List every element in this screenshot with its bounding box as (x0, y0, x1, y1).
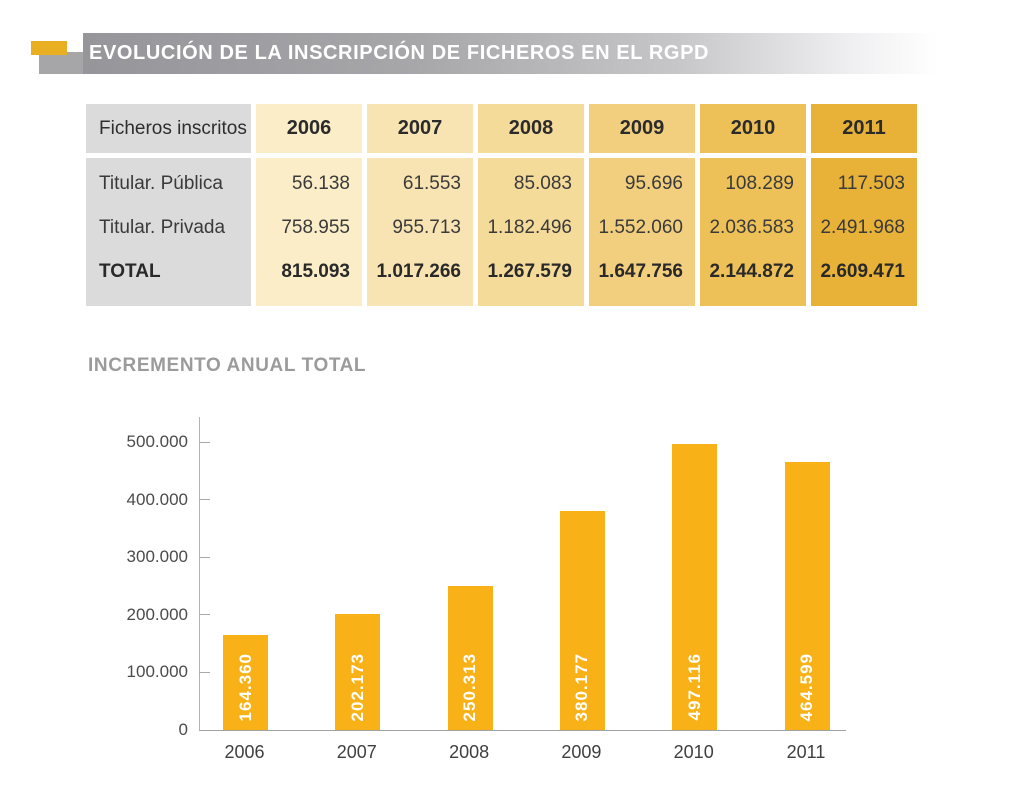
ficheros-table: Ficheros inscritos Titular. Pública Titula… (86, 104, 917, 306)
table-value: 61.553 (402, 173, 461, 194)
bar-value-label: 464.599 (797, 652, 816, 721)
x-axis-label-2008: 2008 (449, 742, 490, 762)
banner-bar: EVOLUCIÓN DE LA INSCRIPCIÓN DE FICHEROS … (83, 33, 955, 74)
bar-label-wrap: 380.177 (560, 653, 605, 721)
bar-2008: 250.313 (447, 586, 493, 730)
year-values-2011: 117.503 2.491.968 2.609.471 (811, 158, 917, 306)
table-value: 117.503 (837, 173, 905, 194)
bar-2007: 202.173 (335, 614, 381, 730)
y-tick-mark (199, 556, 210, 558)
table-value: 85.083 (513, 173, 572, 194)
row-label-2: Titular. Privada (99, 217, 226, 238)
x-axis-label-2006: 2006 (224, 742, 265, 762)
table-year-column-2006: 2006 56.138 758.955 815.093 (256, 104, 362, 306)
table-value: 56.138 (291, 173, 350, 194)
y-tick-label: 500.000 (126, 432, 188, 451)
table-year-column-2010: 2010 108.289 2.036.583 2.144.872 (700, 104, 806, 306)
table-value: 1.182.496 (487, 217, 572, 238)
bar-2009: 380.177 (559, 511, 605, 730)
bar-label-wrap: 164.360 (223, 653, 268, 721)
banner-step-shape (39, 52, 83, 74)
bar-label-wrap: 464.599 (785, 653, 830, 721)
y-tick-label: 400.000 (126, 489, 188, 509)
page-title: EVOLUCIÓN DE LA INSCRIPCIÓN DE FICHEROS … (89, 42, 710, 64)
table-row-labels: Titular. Pública Titular. Privada TOTAL (86, 158, 251, 306)
table-value: 2.491.968 (820, 217, 905, 238)
table-year-column-2009: 2009 95.696 1.552.060 1.647.756 (589, 104, 695, 306)
table-value: 1.267.579 (487, 261, 572, 282)
bar-value-label: 250.313 (460, 652, 480, 721)
bar-label-wrap: 250.313 (448, 653, 493, 721)
year-values-2006: 56.138 758.955 815.093 (256, 158, 362, 306)
year-values-2009: 95.696 1.552.060 1.647.756 (589, 158, 695, 306)
y-tick-label: 100.000 (126, 662, 188, 682)
table-year-column-2007: 2007 61.553 955.713 1.017.266 (367, 104, 473, 306)
bar-label-wrap: 497.116 (672, 653, 717, 721)
x-axis-label-2009: 2009 (561, 742, 602, 762)
chart-plot-area: 164.360 202.173 250.313 380.177 497.116 464.5… (199, 417, 846, 731)
table-value: 1.647.756 (598, 261, 683, 282)
y-tick-label: 300.000 (126, 547, 188, 567)
row-label-1: Titular. Pública (99, 173, 223, 194)
year-header-2009: 2009 (589, 104, 695, 153)
y-tick-mark (199, 614, 210, 616)
table-value: 2.144.872 (709, 261, 794, 282)
table-value: 108.289 (725, 173, 794, 194)
y-tick-label: 200.000 (126, 604, 188, 624)
bar-value-label: 380.177 (572, 652, 592, 721)
year-header-2007: 2007 (367, 104, 473, 153)
chart-section-title: INCREMENTO ANUAL TOTAL (88, 355, 367, 376)
x-axis-label-2010: 2010 (673, 742, 714, 762)
bar-label-wrap: 202.173 (335, 653, 380, 721)
table-value: 2.036.583 (709, 217, 794, 238)
year-values-2010: 108.289 2.036.583 2.144.872 (700, 158, 806, 306)
table-year-column-2011: 2011 117.503 2.491.968 2.609.471 (811, 104, 917, 306)
table-corner-header: Ficheros inscritos (86, 104, 251, 153)
table-value: 95.696 (624, 173, 683, 194)
bar-2006: 164.360 (223, 635, 268, 730)
year-header-2010: 2010 (700, 104, 806, 153)
x-axis-label-2011: 2011 (786, 742, 826, 762)
x-axis-label-2007: 2007 (336, 742, 377, 762)
bar-2011: 464.599 (784, 462, 830, 730)
year-header-2006: 2006 (256, 104, 362, 153)
table-value: 1.552.060 (598, 217, 683, 238)
table-value: 2.609.471 (820, 261, 905, 282)
y-tick-mark (199, 441, 210, 443)
table-year-column-2008: 2008 85.083 1.182.496 1.267.579 (478, 104, 584, 306)
bar-value-label: 497.116 (684, 653, 704, 721)
y-tick-mark (199, 671, 210, 673)
table-value: 1.017.266 (376, 261, 461, 282)
year-header-2008: 2008 (478, 104, 584, 153)
bar-value-label: 164.360 (235, 652, 255, 721)
row-label-3: TOTAL (99, 261, 161, 282)
table-label-column: Ficheros inscritos Titular. Pública Titula… (86, 104, 251, 306)
y-tick-mark (199, 499, 210, 501)
year-values-2007: 61.553 955.713 1.017.266 (367, 158, 473, 306)
yellow-marker-icon (31, 41, 67, 55)
year-header-2011: 2011 (811, 104, 917, 153)
bar-value-label: 202.173 (347, 652, 367, 721)
table-value: 815.093 (281, 261, 350, 282)
table-value: 758.955 (281, 217, 350, 238)
year-values-2008: 85.083 1.182.496 1.267.579 (478, 158, 584, 306)
bar-2010: 497.116 (672, 444, 718, 730)
y-tick-label: 0 (178, 720, 188, 739)
table-value: 955.713 (392, 217, 461, 238)
